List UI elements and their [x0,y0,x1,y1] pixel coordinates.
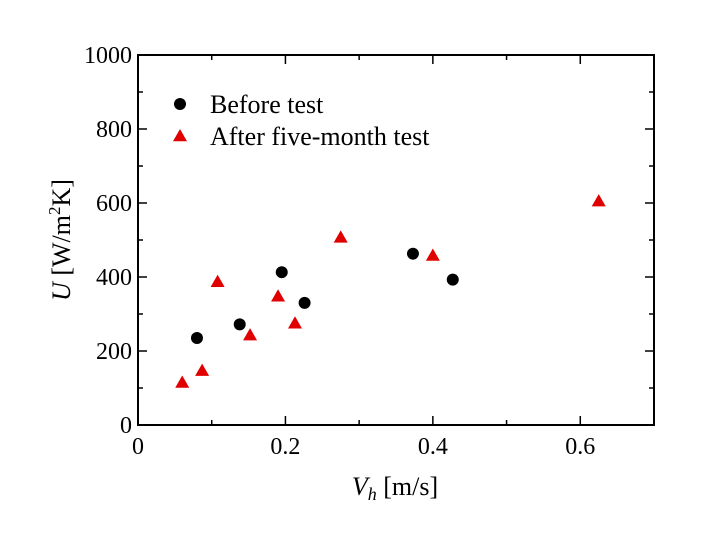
legend-marker-before [174,98,186,110]
x-axis-subscript: h [368,484,377,504]
data-point-after [175,375,190,388]
data-point-after [271,289,286,302]
x-axis-unit: [m/s] [377,472,438,501]
axis-ticks [137,54,655,426]
x-tick-label: 0.6 [565,434,595,460]
data-point-after [243,328,258,341]
x-tick-label: 0 [132,434,144,460]
data-point-after [425,248,440,261]
data-point-before [298,296,311,309]
y-axis-var: U [47,280,76,301]
data-point-after [591,194,606,207]
data-point-after [195,363,210,376]
y-tick-label: 800 [96,117,132,143]
data-point-before [406,247,419,260]
data-markers [175,194,606,388]
y-tick-label: 0 [120,413,132,439]
legend-symbol-before [174,98,186,110]
data-point-after [288,316,303,329]
legend-symbol-after [173,129,187,142]
y-tick-label: 400 [96,265,132,291]
x-axis-label: Vh [m/s] [352,472,438,504]
x-tick-label: 0.2 [270,434,300,460]
y-tick-label: 1000 [84,43,132,69]
data-point-before [190,332,203,345]
y-tick-label: 600 [96,191,132,217]
legend-label-after: After five-month test [210,122,430,151]
legend: Before test After five-month test [173,90,430,151]
data-point-after [333,230,348,243]
y-axis-unit-b: K] [47,179,76,206]
x-tick-label: 0.4 [418,434,448,460]
y-axis-label: U [W/m2K] [45,179,76,301]
y-axis-unit-sup: 2 [45,207,64,216]
data-point-before [233,318,246,331]
axis-tick-labels: 0 0.2 0.4 0.6 0 200 400 600 800 1000 [84,43,595,460]
legend-label-before: Before test [210,90,324,119]
legend-marker-after [173,129,187,142]
data-point-after [210,274,225,288]
y-axis-unit-a: [W/m [47,215,76,282]
data-point-before [275,266,288,279]
data-point-before [446,273,459,286]
x-axis-var: V [352,472,371,501]
y-tick-label: 200 [96,339,132,365]
